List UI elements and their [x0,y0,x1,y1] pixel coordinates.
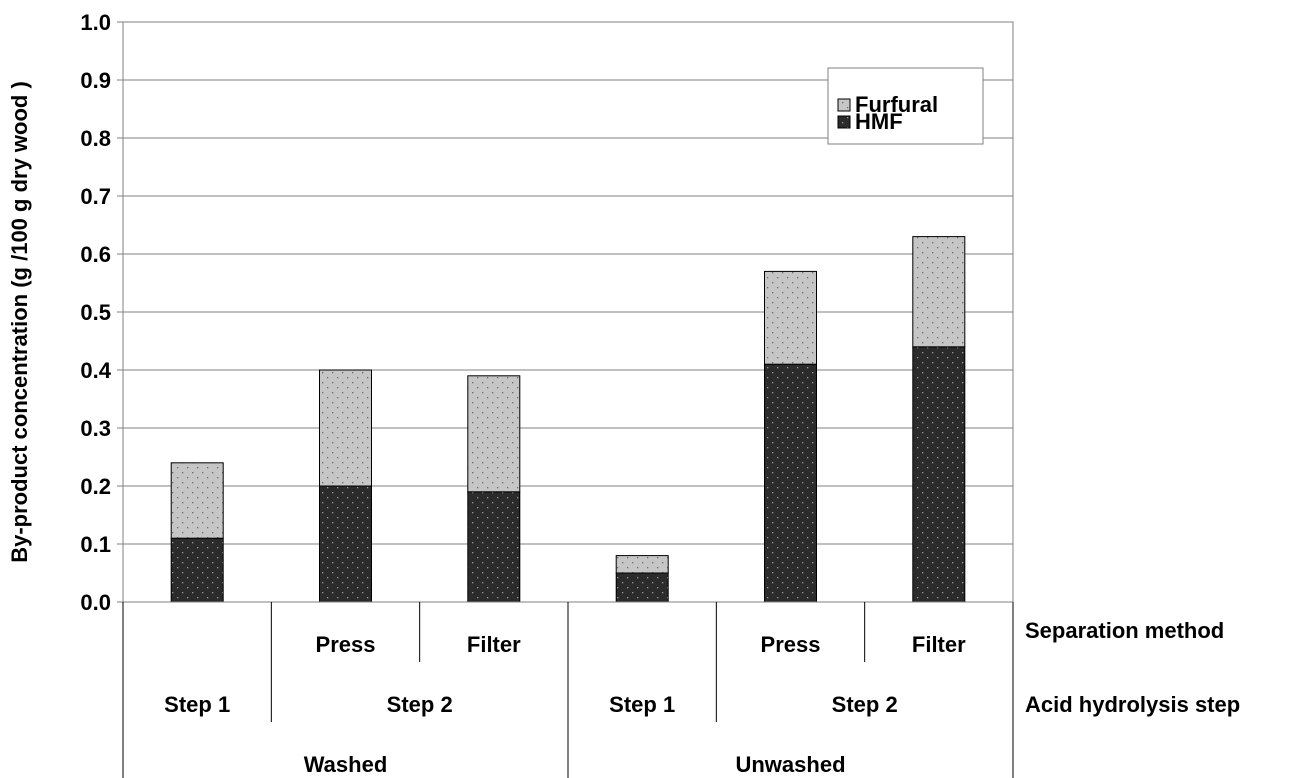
bar-hmf-2 [467,491,521,603]
y-tick-label: 0.0 [80,590,111,615]
y-tick-label: 0.3 [80,416,111,441]
separation-label: Filter [467,632,521,657]
y-tick-label: 0.9 [80,68,111,93]
bar-hmf-3 [615,572,669,603]
y-tick-label: 0.6 [80,242,111,267]
separation-label: Press [316,632,376,657]
y-axis-title: By-product concentration (g /100 g dry w… [7,81,32,563]
bar-hmf-4 [764,363,817,603]
bar-furfural-0 [170,462,224,539]
bar-furfural-1 [319,369,372,487]
legend-label-furfural: Furfural [855,92,938,117]
pretreatment-label: Washed [304,752,388,777]
bar-hmf-0 [170,537,224,603]
bar-furfural-3 [615,555,669,574]
gridlines [123,79,1013,545]
category-table [122,602,1014,778]
y-tick-label: 0.1 [80,532,111,557]
row-label-acid-hydrolysis-step: Acid hydrolysis step [1025,692,1240,717]
step-label: Step 2 [832,692,898,717]
separation-label: Press [761,632,821,657]
legend-label-hmf: HMF [855,109,903,134]
step-label: Step 1 [609,692,675,717]
separation-label: Filter [912,632,966,657]
bar-hmf-1 [319,485,372,603]
pretreatment-label: Unwashed [735,752,845,777]
y-tick-label: 0.5 [80,300,111,325]
legend-swatch-furfural [837,98,851,112]
bar-furfural-4 [764,270,817,365]
y-tick-label: 0.7 [80,184,111,209]
legend-box [827,67,984,145]
bar-furfural-5 [912,236,966,348]
y-tick-label: 0.2 [80,474,111,499]
y-tick-label: 0.4 [80,358,111,383]
bars [170,236,966,603]
step-label: Step 1 [164,692,230,717]
row-label-separation-method: Separation method [1025,618,1224,643]
legend-swatch-hmf [837,115,851,129]
bar-hmf-5 [912,346,966,603]
legend: Furfural HMF [827,67,984,145]
bar-furfural-2 [467,375,521,493]
y-tick-label: 1.0 [80,10,111,35]
category-labels: Press Filter Press Filter Step 1 Step 2 Step 1… [164,632,966,777]
step-label: Step 2 [387,692,453,717]
y-tick-label: 0.8 [80,126,111,151]
y-axis-ticks: 0.0 0.1 0.2 0.3 0.4 0.5 0.6 0.7 0.8 0.9 1.0 [80,10,123,615]
